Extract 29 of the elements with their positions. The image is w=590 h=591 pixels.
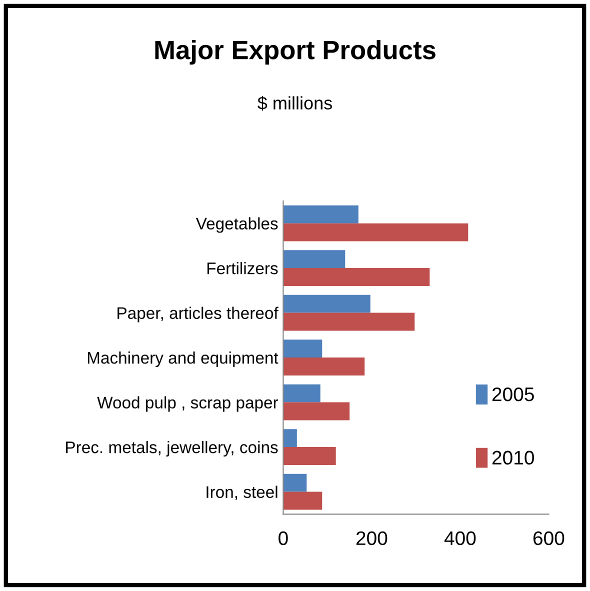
- chart-subtitle: $ millions: [258, 96, 332, 111]
- y-tick-label: Prec. metals, jewellery, coins: [66, 441, 278, 457]
- bar: [283, 447, 336, 465]
- bar: [283, 384, 320, 402]
- bar: [283, 294, 370, 313]
- bar: [283, 250, 346, 268]
- legend-label: 2010: [492, 450, 534, 465]
- bar: [283, 429, 297, 448]
- bar: [283, 492, 322, 510]
- y-tick-label: Vegetables: [196, 217, 278, 233]
- bar: [283, 268, 430, 286]
- bar: [283, 402, 350, 420]
- y-tick-label: Iron, steel: [206, 486, 278, 500]
- y-tick-label: Paper, articles thereof: [118, 306, 278, 322]
- x-tick-label: 0: [278, 531, 288, 546]
- y-tick-label: Machinery and equipment: [88, 352, 278, 368]
- bar: [283, 474, 307, 492]
- x-tick-label: 400: [444, 531, 476, 546]
- legend-label: 2005: [492, 387, 534, 402]
- bar: [283, 358, 365, 376]
- x-tick-label: 600: [533, 531, 564, 546]
- x-tick-label: 200: [356, 531, 388, 546]
- bar: [283, 312, 415, 331]
- y-tick-label: Wood pulp , scrap paper: [97, 396, 278, 412]
- y-tick-label: Fertilizers: [207, 262, 278, 274]
- chart-title: Major Export Products: [155, 40, 436, 65]
- bar: [283, 340, 322, 358]
- bar: [283, 205, 358, 224]
- bar: [283, 223, 468, 242]
